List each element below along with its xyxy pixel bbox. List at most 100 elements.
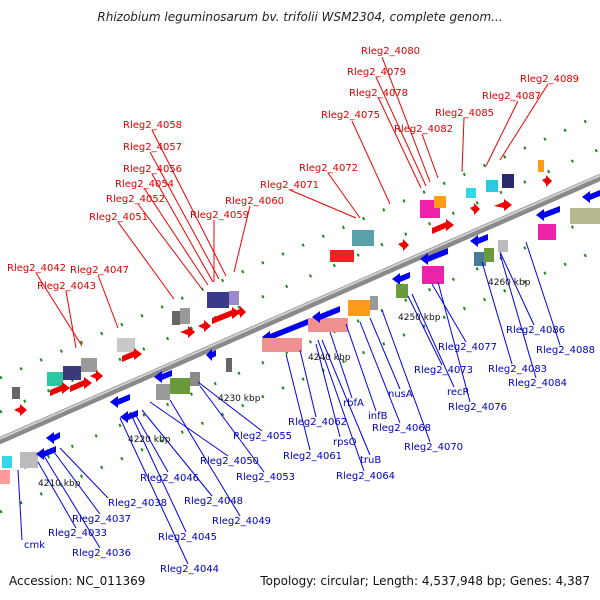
gene-label[interactable]: Rleg2_4044 — [160, 564, 219, 575]
gene-arrow[interactable] — [542, 175, 552, 187]
gene-arrow[interactable] — [536, 206, 560, 221]
gene-arrow[interactable] — [14, 404, 27, 416]
top-gene-labels[interactable]: Rleg2_4080 Rleg2_4079 Rleg2_4078 Rleg2_4… — [7, 46, 579, 292]
gene-box[interactable] — [12, 387, 20, 399]
gene-arrow[interactable] — [154, 370, 172, 383]
gene-box[interactable] — [190, 372, 200, 386]
gene-arrow[interactable] — [262, 318, 310, 343]
gene-label[interactable]: Rleg2_4057 — [123, 142, 182, 153]
gene-arrow[interactable] — [70, 377, 92, 392]
gene-box[interactable] — [498, 240, 508, 252]
gene-label[interactable]: Rleg2_4037 — [72, 514, 131, 525]
gene-arrow[interactable] — [90, 370, 103, 382]
gene-box[interactable] — [502, 174, 514, 188]
gene-arrow[interactable] — [110, 394, 130, 408]
gene-label[interactable]: Rleg2_4054 — [115, 179, 174, 190]
gene-label[interactable]: Rleg2_4055 — [233, 431, 292, 442]
gene-label[interactable]: Rleg2_4050 — [200, 456, 259, 467]
gene-arrow[interactable] — [212, 307, 240, 324]
gene-arrow[interactable] — [312, 306, 340, 323]
gene-label[interactable]: Rleg2_4079 — [347, 67, 406, 78]
gene-arrow[interactable] — [198, 320, 211, 332]
gene-label[interactable]: Rleg2_4048 — [184, 496, 243, 507]
gene-label[interactable]: Rleg2_4080 — [361, 46, 420, 57]
gene-box[interactable] — [352, 230, 374, 246]
top-strand-genes[interactable] — [12, 160, 552, 416]
gene-label[interactable]: Rleg2_4060 — [225, 196, 284, 207]
gene-label[interactable]: Rleg2_4082 — [394, 124, 453, 135]
gene-label[interactable]: Rleg2_4088 — [536, 345, 595, 356]
gene-label[interactable]: Rleg2_4061 — [283, 451, 342, 462]
gene-label[interactable]: Rleg2_4051 — [89, 212, 148, 223]
gene-label[interactable]: Rleg2_4087 — [482, 91, 541, 102]
gene-label[interactable]: Rleg2_4033 — [48, 528, 107, 539]
gene-box[interactable] — [229, 291, 239, 305]
gene-label[interactable]: Rleg2_4064 — [336, 471, 395, 482]
gene-label[interactable]: recR — [447, 387, 470, 398]
gene-box[interactable] — [484, 248, 494, 262]
gene-box[interactable] — [348, 300, 370, 316]
gene-box[interactable] — [2, 456, 12, 468]
gene-box[interactable] — [172, 311, 180, 325]
gene-box[interactable] — [262, 338, 302, 352]
gene-box[interactable] — [474, 252, 486, 266]
gene-label[interactable]: Rleg2_4086 — [506, 325, 565, 336]
gene-arrow[interactable] — [582, 190, 600, 203]
gene-label[interactable]: Rleg2_4053 — [236, 472, 295, 483]
gene-arrow[interactable] — [122, 348, 142, 362]
gene-box[interactable] — [538, 160, 544, 172]
gene-box[interactable] — [170, 378, 190, 394]
gene-box[interactable] — [466, 188, 476, 198]
gene-arrow[interactable] — [206, 349, 216, 361]
gene-label[interactable]: truB — [360, 455, 381, 466]
gene-label[interactable]: Rleg2_4036 — [72, 548, 131, 559]
gene-arrow[interactable] — [180, 326, 195, 338]
gene-label[interactable]: rbfA — [343, 398, 364, 409]
gene-label[interactable]: Rleg2_4085 — [435, 108, 494, 119]
gene-box[interactable] — [156, 384, 170, 400]
gene-label[interactable]: Rleg2_4047 — [70, 265, 129, 276]
gene-arrow[interactable] — [120, 410, 138, 423]
gene-label[interactable]: Rleg2_4077 — [438, 342, 497, 353]
gene-label[interactable]: infB — [368, 411, 388, 422]
gene-box[interactable] — [20, 452, 38, 468]
gene-box[interactable] — [207, 292, 229, 308]
gene-label[interactable]: Rleg2_4045 — [158, 532, 217, 543]
gene-label[interactable]: Rleg2_4068 — [372, 423, 431, 434]
gene-label[interactable]: Rleg2_4076 — [448, 402, 507, 413]
gene-box[interactable] — [63, 366, 81, 380]
gene-label[interactable]: nusA — [388, 389, 413, 400]
gene-label[interactable]: Rleg2_4072 — [299, 163, 358, 174]
gene-arrow[interactable] — [494, 199, 512, 211]
gene-label[interactable]: Rleg2_4046 — [140, 473, 199, 484]
gene-label[interactable]: Rleg2_4049 — [212, 516, 271, 527]
gene-label[interactable]: Rleg2_4089 — [520, 74, 579, 85]
gene-label[interactable]: Rleg2_4078 — [349, 88, 408, 99]
gene-box[interactable] — [117, 338, 135, 352]
gene-box[interactable] — [180, 308, 190, 324]
gene-arrow[interactable] — [470, 203, 480, 215]
gene-arrow[interactable] — [392, 272, 410, 285]
gene-box[interactable] — [81, 358, 97, 372]
gene-arrow[interactable] — [398, 239, 409, 251]
gene-arrow[interactable] — [232, 306, 246, 318]
gene-box[interactable] — [422, 266, 444, 284]
gene-label[interactable]: Rleg2_4058 — [123, 120, 182, 131]
gene-label[interactable]: Rleg2_4084 — [508, 378, 567, 389]
gene-label[interactable]: Rleg2_4059 — [190, 210, 249, 221]
gene-label[interactable]: Rleg2_4056 — [123, 164, 182, 175]
gene-arrow[interactable] — [420, 248, 448, 265]
gene-box[interactable] — [226, 358, 232, 372]
gene-label[interactable]: cmk — [24, 540, 45, 551]
gene-label[interactable]: Rleg2_4075 — [321, 110, 380, 121]
gene-box[interactable] — [486, 180, 498, 192]
gene-box[interactable] — [47, 372, 63, 386]
gene-label[interactable]: Rleg2_4043 — [37, 281, 96, 292]
gene-label[interactable]: Rleg2_4052 — [106, 194, 165, 205]
gene-label[interactable]: Rleg2_4071 — [260, 180, 319, 191]
gene-arrow[interactable] — [432, 219, 454, 234]
gene-box[interactable] — [308, 318, 348, 332]
bottom-strand-genes[interactable] — [0, 190, 600, 484]
gene-box[interactable] — [434, 196, 446, 208]
